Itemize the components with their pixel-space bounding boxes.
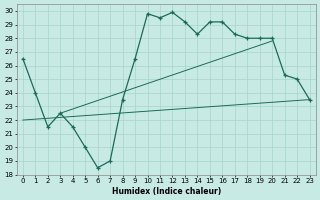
X-axis label: Humidex (Indice chaleur): Humidex (Indice chaleur): [112, 187, 221, 196]
